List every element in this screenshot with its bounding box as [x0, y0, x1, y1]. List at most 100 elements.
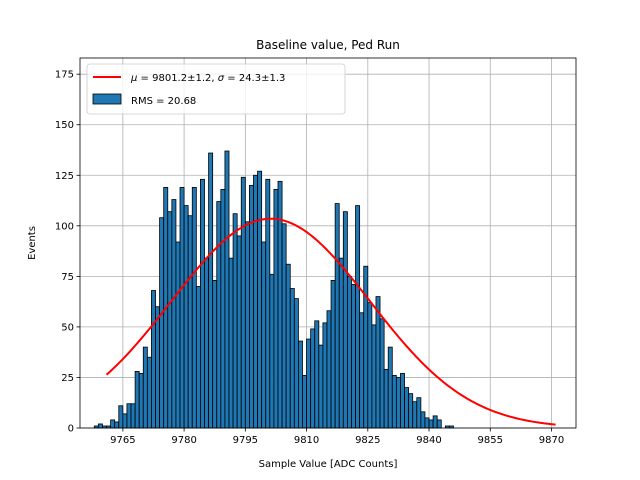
histogram-bar: [232, 213, 238, 429]
histogram-bar: [191, 186, 197, 429]
y-tick-label: 125: [55, 171, 74, 182]
y-tick-label: 0: [68, 424, 74, 435]
histogram-bar: [432, 415, 438, 429]
histogram-bar: [224, 150, 230, 429]
histogram-bar: [175, 241, 181, 429]
histogram-bar: [228, 257, 234, 429]
plot-area: [79, 57, 577, 429]
histogram-bar: [355, 205, 361, 429]
histogram-bar: [289, 288, 295, 429]
histogram-bar: [334, 203, 340, 429]
histogram-bar: [126, 403, 132, 429]
histogram-bar: [200, 178, 205, 429]
histogram-bar: [363, 265, 369, 429]
histogram-bar: [436, 419, 442, 429]
x-tick-label: 9855: [478, 435, 503, 446]
histogram-bar: [240, 176, 246, 429]
histogram-bar: [122, 413, 128, 429]
histogram-bar: [142, 346, 148, 429]
histogram-bar: [379, 318, 385, 429]
legend-box: [86, 63, 346, 115]
histogram-bar: [306, 338, 312, 429]
histogram-bar: [134, 370, 140, 429]
histogram-bar: [359, 312, 365, 429]
histogram-bar: [338, 257, 344, 429]
legend-hist-label: RMS = 20.68: [131, 96, 196, 107]
x-axis-ticks: 9765 9780 9795 9810 9825 9840 9855 9870: [110, 428, 564, 446]
histogram-bar: [322, 322, 328, 429]
histogram-bar: [118, 405, 124, 429]
axes-frame: [79, 57, 577, 429]
histogram-bar: [281, 223, 287, 429]
histogram-bar: [330, 280, 336, 429]
legend-mu-symbol: μ: [130, 73, 137, 84]
x-tick-label: 9765: [110, 435, 135, 446]
histogram-bar: [371, 324, 377, 429]
y-tick-label: 100: [55, 221, 74, 232]
y-tick-label: 25: [61, 373, 74, 384]
histogram-bar: [346, 275, 352, 429]
histogram-bar: [416, 397, 422, 429]
histogram-bar: [146, 356, 152, 429]
histogram-bar: [420, 411, 426, 429]
histogram-bar: [208, 152, 214, 429]
histogram-bar: [428, 419, 434, 429]
y-tick-label: 75: [61, 272, 74, 283]
histogram-bar: [383, 368, 389, 429]
histogram-bar: [412, 401, 418, 429]
histogram-bar: [318, 344, 324, 429]
y-tick-label: 50: [61, 322, 74, 333]
histogram-bar: [195, 286, 201, 429]
legend: μ = 9801.2±1.2, σ = 24.3±1.3 RMS = 20.68: [86, 63, 346, 115]
x-tick-label: 9840: [416, 435, 441, 446]
fit-curve: [105, 217, 556, 426]
histogram-bar: [302, 375, 307, 429]
histogram-bar: [244, 221, 250, 429]
legend-hist-swatch: [92, 93, 122, 105]
x-tick-label: 9825: [355, 435, 380, 446]
histogram-bar: [391, 375, 397, 429]
histogram-bar: [114, 421, 120, 429]
histogram-bar: [298, 340, 303, 429]
histogram-bar: [408, 393, 414, 429]
histogram-bar: [159, 217, 165, 429]
histogram-bar: [277, 180, 283, 429]
histogram-bar: [273, 189, 279, 429]
histogram-bar: [130, 403, 136, 429]
chart-title: Baseline value, Ped Run: [256, 38, 400, 52]
histogram-bar: [261, 241, 267, 429]
histogram-bar: [326, 310, 332, 429]
histogram-bar: [424, 417, 430, 429]
histogram-bar: [265, 178, 271, 429]
histogram-bar: [404, 387, 410, 429]
histogram-bar: [216, 201, 222, 429]
histogram-bar: [293, 298, 299, 429]
legend-mu-value: = 9801.2±1.2,: [137, 73, 217, 84]
histogram-bar: [351, 284, 356, 429]
histogram-bar: [212, 280, 218, 429]
x-tick-label: 9870: [539, 435, 564, 446]
x-tick-label: 9780: [171, 435, 196, 446]
histogram-bar: [387, 346, 393, 429]
histogram-bar: [204, 257, 209, 429]
histogram-bar: [395, 377, 401, 429]
histogram-bar: [236, 235, 242, 429]
legend-sigma-value: = 24.3±1.3: [224, 73, 285, 84]
x-tick-label: 9795: [233, 435, 258, 446]
histogram-bar: [367, 302, 373, 429]
x-axis-label: Sample Value [ADC Counts]: [259, 459, 398, 470]
y-axis-label: Events: [27, 226, 38, 260]
histogram-bar: [183, 205, 189, 429]
histogram-bar: [167, 211, 173, 429]
histogram-bar: [151, 290, 156, 429]
histogram-bar: [310, 328, 316, 429]
legend-sigma-symbol: σ: [218, 73, 225, 84]
histogram-bar: [400, 373, 405, 429]
histogram-bar: [155, 306, 161, 429]
histogram-bar: [253, 174, 258, 429]
histogram-bar: [220, 189, 226, 429]
legend-fit-label: μ = 9801.2±1.2, σ = 24.3±1.3: [130, 73, 285, 84]
histogram-bar: [257, 170, 263, 429]
y-tick-label: 175: [55, 70, 74, 81]
